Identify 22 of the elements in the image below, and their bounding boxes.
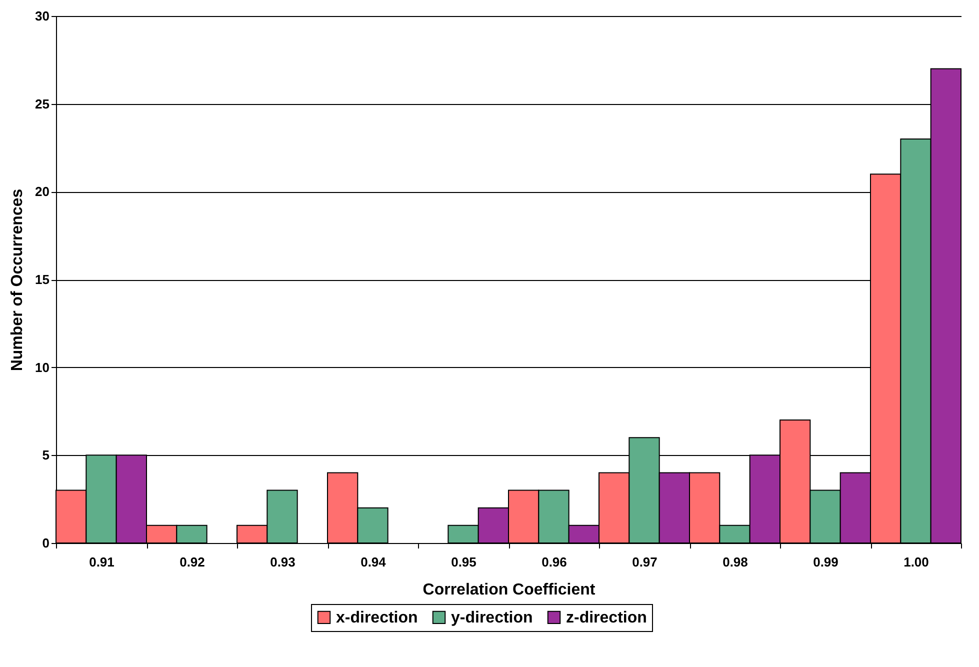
legend-label: z-direction [566, 609, 647, 626]
y-tick-label: 5 [42, 448, 50, 463]
x-tick-label: 0.97 [632, 554, 658, 570]
x-tick-label: 0.92 [180, 554, 205, 570]
legend-label: y-direction [451, 609, 533, 626]
legend-label: x-direction [336, 609, 418, 626]
y-tick-label: 0 [42, 536, 50, 550]
x-tick-label: 0.98 [722, 554, 748, 570]
x-axis-title: Correlation Coefficient [422, 582, 596, 598]
y-tick-label: 15 [35, 272, 50, 287]
x-tick-label: 0.95 [451, 554, 476, 570]
y-axis-title: Number of Occurrences [9, 188, 26, 372]
y-tick-label: 10 [35, 360, 50, 375]
x-tick-label: 1.00 [904, 554, 929, 570]
y-tick-label: 25 [35, 96, 50, 112]
x-tick-label: 0.99 [813, 554, 838, 570]
y-tick-label: 30 [35, 8, 50, 24]
x-tick-label: 0.94 [360, 554, 387, 570]
x-tick-label: 0.93 [270, 554, 296, 570]
y-tick-label: 20 [35, 184, 50, 200]
x-tick-label: 0.96 [542, 554, 567, 570]
x-tick-label: 0.91 [89, 554, 114, 570]
